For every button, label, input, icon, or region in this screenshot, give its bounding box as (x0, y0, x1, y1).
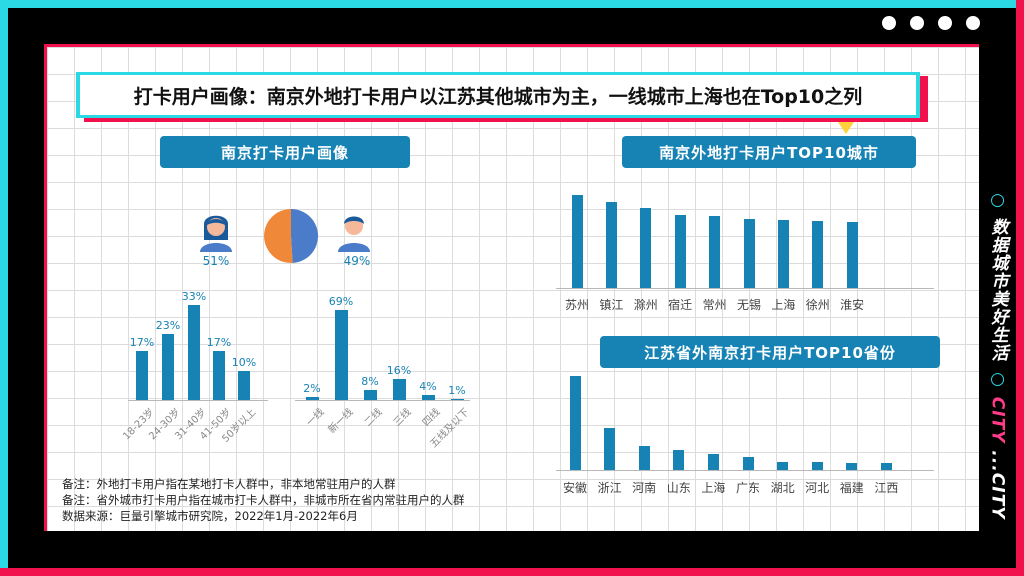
top10-cities-heading: 南京外地打卡用户TOP10城市 (622, 136, 916, 168)
gender-pie (264, 208, 319, 263)
tier-bar-label: 4% (419, 379, 437, 393)
city-bar (640, 208, 652, 288)
province-tick-label: 上海 (701, 481, 726, 495)
age-bar (213, 351, 225, 400)
city-bar (743, 219, 755, 288)
page-title: 打卡用户画像：南京外地打卡用户以江苏其他城市为主，一线城市上海也在Top10之列 (80, 75, 916, 115)
note-1: 备注：外地打卡用户指在某地打卡人群中，非本地常驻用户的人群 (62, 477, 396, 491)
pie-slice-male (291, 208, 319, 263)
search-icon: ○ (987, 369, 1008, 391)
city-tick-label: 上海 (771, 298, 796, 312)
city-tick-label: 滁州 (633, 298, 658, 312)
city-tick-label: 宿迁 (668, 298, 693, 312)
city-tick-label: 无锡 (736, 298, 761, 312)
male-icon (338, 216, 370, 252)
province-tick-label: 河南 (632, 481, 657, 495)
city-tick-label: 镇江 (599, 298, 624, 312)
tier-bar (421, 394, 435, 400)
top10-provinces-heading: 江苏省外南京打卡用户TOP10省份 (600, 336, 940, 368)
search-icon: ○ (987, 190, 1008, 212)
female-icon (200, 215, 232, 252)
age-bar (136, 351, 148, 400)
city-tick-label: 苏州 (564, 298, 589, 312)
age-bar-label: 23% (155, 318, 181, 332)
callout-pointer-icon (838, 122, 854, 134)
province-tick-label: 山东 (666, 481, 691, 495)
pie-slice-female (264, 209, 293, 263)
side-banner-text: 数据城市美好生活 (987, 218, 1008, 363)
tier-bar (334, 310, 348, 400)
tier-bar-label: 8% (361, 374, 379, 388)
age-bar (238, 371, 250, 400)
age-bar-label: 17% (206, 336, 232, 350)
city-tick-label: 淮安 (840, 298, 865, 312)
frame-bottom (0, 568, 1024, 576)
city-bar (605, 201, 617, 288)
province-tick-label: 浙江 (597, 481, 622, 495)
province-bar (880, 463, 892, 470)
male-pct: 49% (343, 254, 371, 268)
province-bar (742, 456, 754, 470)
age-axis (128, 400, 268, 401)
province-tick-label: 河北 (805, 481, 830, 495)
age-bar-label: 17% (129, 336, 155, 350)
province-bar (673, 450, 685, 470)
tier-bar (450, 398, 464, 400)
province-bar (638, 445, 650, 470)
tier-bar (305, 397, 319, 400)
tier-bar-label: 1% (448, 383, 466, 397)
city-bar (709, 216, 721, 288)
province-bar (846, 463, 858, 470)
city-bar (777, 220, 789, 288)
dot-icon (910, 16, 924, 30)
tier-bar (363, 389, 377, 400)
dot-icon (938, 16, 952, 30)
age-bar-label: 33% (181, 290, 207, 303)
tier-axis (295, 400, 470, 401)
city-bar (571, 195, 583, 288)
province-bar (777, 461, 789, 470)
side-banner: ○ 数据城市美好生活 ○ CITY ...CITY (986, 180, 1010, 530)
tier-bar (392, 379, 406, 400)
province-bar (604, 427, 616, 470)
city-tick-label: 徐州 (805, 298, 830, 312)
age-bar (188, 305, 200, 400)
province-bar (707, 454, 719, 470)
title-banner: 打卡用户画像：南京外地打卡用户以江苏其他城市为主，一线城市上海也在Top10之列 (76, 72, 928, 122)
portrait-heading: 南京打卡用户画像 (160, 136, 410, 168)
provinces-axis (556, 470, 934, 471)
content-panel (44, 44, 979, 531)
province-tick-label: 福建 (839, 481, 864, 495)
province-tick-label: 安徽 (562, 481, 587, 495)
dot-icon (966, 16, 980, 30)
city-bar (674, 215, 686, 288)
frame-right (1016, 0, 1024, 576)
province-bar (811, 462, 823, 470)
tier-bar-label: 2% (303, 382, 321, 396)
city-tick-label: 常州 (702, 298, 727, 312)
tier-bar-label: 69% (328, 295, 354, 308)
window-dots (882, 16, 980, 30)
age-bar (162, 333, 174, 400)
province-tick-label: 湖北 (770, 481, 795, 495)
province-tick-label: 江西 (874, 481, 899, 495)
female-pct: 51% (202, 254, 230, 268)
dot-icon (882, 16, 896, 30)
province-tick-label: 广东 (735, 481, 760, 495)
note-2: 备注：省外城市打卡用户指在城市打卡人群中，非城市所在省内常驻用户的人群 (62, 493, 465, 507)
side-banner-city2: ...CITY (987, 450, 1008, 520)
city-bar (812, 221, 824, 288)
data-source: 数据来源：巨量引擎城市研究院，2022年1月-2022年6月 (62, 509, 358, 523)
city-bar (846, 221, 858, 288)
province-bar (569, 376, 581, 470)
age-bar-label: 10% (231, 356, 257, 370)
side-banner-city: CITY (987, 397, 1008, 444)
tier-bar-label: 16% (386, 364, 412, 378)
cities-axis (556, 288, 934, 289)
